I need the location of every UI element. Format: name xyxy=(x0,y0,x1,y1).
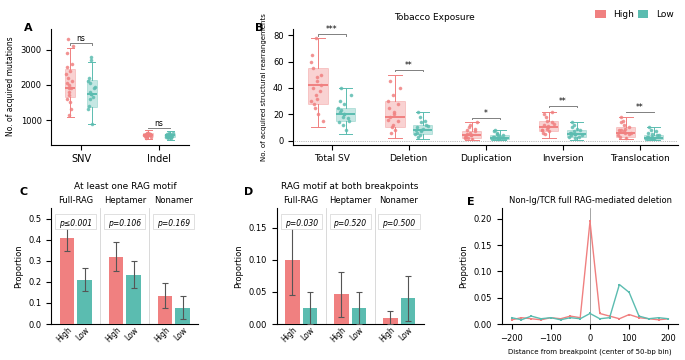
FancyBboxPatch shape xyxy=(55,214,97,229)
FancyBboxPatch shape xyxy=(65,69,75,97)
Text: Nonamer: Nonamer xyxy=(154,196,193,205)
Y-axis label: No. of acquired structural rearrangements: No. of acquired structural rearrangement… xyxy=(262,13,267,161)
FancyBboxPatch shape xyxy=(308,68,327,104)
Text: A: A xyxy=(24,23,32,33)
Bar xyxy=(77,280,92,324)
Title: Non-Ig/TCR full RAG-mediated deletion: Non-Ig/TCR full RAG-mediated deletion xyxy=(508,196,671,205)
Text: p=0.520: p=0.520 xyxy=(334,219,366,228)
Bar xyxy=(303,308,317,324)
Text: Tobacco Exposure: Tobacco Exposure xyxy=(394,13,475,22)
Text: *: * xyxy=(484,109,488,118)
Text: **: ** xyxy=(636,103,643,112)
Text: ns: ns xyxy=(155,119,164,128)
Y-axis label: Proportion: Proportion xyxy=(14,244,23,288)
Title: RAG motif at both breakpoints: RAG motif at both breakpoints xyxy=(282,182,419,191)
Text: D: D xyxy=(245,188,253,197)
Text: Full-RAG: Full-RAG xyxy=(58,196,93,205)
Text: C: C xyxy=(19,188,27,197)
Bar xyxy=(334,294,349,324)
FancyBboxPatch shape xyxy=(153,214,195,229)
Y-axis label: Proportion: Proportion xyxy=(234,244,243,288)
Text: **: ** xyxy=(559,98,566,107)
Text: ***: *** xyxy=(326,25,338,34)
FancyBboxPatch shape xyxy=(379,214,420,229)
FancyBboxPatch shape xyxy=(104,214,145,229)
Title: At least one RAG motif: At least one RAG motif xyxy=(73,182,176,191)
FancyBboxPatch shape xyxy=(490,135,509,139)
FancyBboxPatch shape xyxy=(644,135,663,139)
Text: Heptamer: Heptamer xyxy=(329,196,371,205)
Bar xyxy=(175,307,190,324)
Text: E: E xyxy=(466,197,474,207)
Y-axis label: No. of acquired mutations: No. of acquired mutations xyxy=(6,37,15,136)
X-axis label: Distance from breakpoint (center of 50-bp bin): Distance from breakpoint (center of 50-b… xyxy=(508,348,672,355)
Bar xyxy=(126,275,141,324)
Bar xyxy=(60,238,75,324)
FancyBboxPatch shape xyxy=(567,130,586,137)
FancyBboxPatch shape xyxy=(616,127,636,137)
FancyBboxPatch shape xyxy=(165,134,175,137)
FancyBboxPatch shape xyxy=(87,80,97,107)
Text: p≤0.001: p≤0.001 xyxy=(60,219,92,228)
Text: Nonamer: Nonamer xyxy=(379,196,419,205)
FancyBboxPatch shape xyxy=(143,132,153,136)
Bar xyxy=(158,296,173,324)
Text: ns: ns xyxy=(77,34,86,43)
Text: B: B xyxy=(255,23,263,33)
FancyBboxPatch shape xyxy=(281,214,322,229)
Bar xyxy=(109,257,123,324)
Text: **: ** xyxy=(405,60,412,69)
Text: Heptamer: Heptamer xyxy=(103,196,146,205)
FancyBboxPatch shape xyxy=(462,131,482,138)
FancyBboxPatch shape xyxy=(329,214,371,229)
Y-axis label: Proportion: Proportion xyxy=(459,244,469,288)
Legend: High, Low: High, Low xyxy=(591,6,677,23)
Bar xyxy=(351,308,366,324)
FancyBboxPatch shape xyxy=(385,101,405,127)
Text: p=0.169: p=0.169 xyxy=(158,219,190,228)
Bar xyxy=(383,318,397,324)
Text: Full-RAG: Full-RAG xyxy=(284,196,319,205)
Bar xyxy=(285,260,299,324)
Text: p=0.106: p=0.106 xyxy=(108,219,141,228)
FancyBboxPatch shape xyxy=(539,121,558,131)
FancyBboxPatch shape xyxy=(413,125,432,134)
Text: p=0.500: p=0.500 xyxy=(382,219,416,228)
Bar xyxy=(401,298,415,324)
FancyBboxPatch shape xyxy=(336,108,356,121)
Text: p=0.030: p=0.030 xyxy=(284,219,318,228)
